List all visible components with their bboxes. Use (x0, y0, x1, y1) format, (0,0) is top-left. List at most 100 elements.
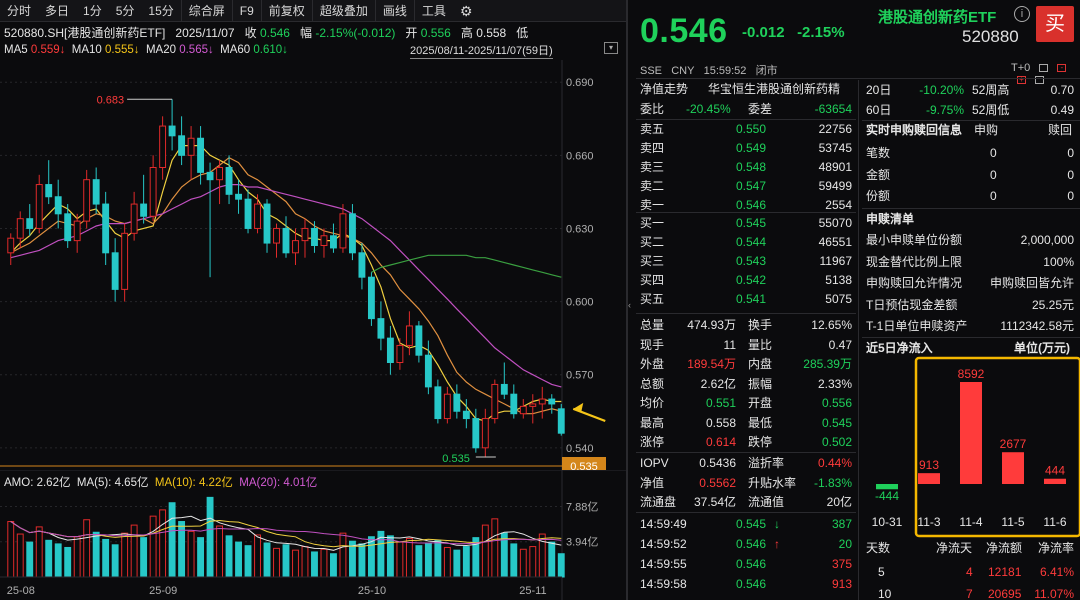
fund-full-name: 华宝恒生港股通创新药精 (708, 82, 841, 96)
info-icon[interactable]: i (1014, 6, 1030, 22)
candle-body (481, 418, 489, 449)
tick-time: 14:59:52 (640, 537, 687, 551)
bid-row: 买五 0.541 5075 (640, 289, 854, 309)
bid-label: 买五 (640, 292, 665, 306)
bid-volume: 55070 (818, 216, 852, 230)
exchange-label: SSE (640, 65, 663, 77)
redeem-value: 0 (1067, 167, 1074, 182)
stat-label: 现手 (640, 337, 665, 352)
window-icon[interactable] (1039, 64, 1049, 73)
tab-5min[interactable]: 5分 (115, 3, 135, 18)
current-price: 0.546 (640, 12, 728, 50)
candle-body (320, 235, 328, 246)
nav-tab[interactable]: 净值走势 (640, 82, 689, 96)
tick-price: 0.545 (736, 517, 767, 531)
iopv-label: 流通值 (748, 495, 785, 509)
bid-price: 0.543 (736, 254, 767, 268)
tab-multi-day[interactable]: 多日 (45, 3, 70, 18)
flow-date-label: 11-4 (959, 515, 982, 529)
overlay-button[interactable]: 超级叠加 (311, 0, 375, 22)
candle-body (491, 383, 499, 420)
flow-bar-label: -444 (875, 489, 899, 503)
collapse-icon[interactable]: ▾ (604, 42, 618, 54)
volume-bar (548, 541, 556, 578)
plus-icon[interactable]: + (1017, 76, 1026, 85)
composite-screen-button[interactable]: 综合屏 (180, 0, 232, 22)
list-row-value: 25.25元 (1031, 297, 1074, 312)
candle-body (434, 386, 442, 420)
candle-body (26, 218, 34, 229)
x-tick-label: 25-11 (519, 585, 546, 597)
flow-date-label: 11-5 (1001, 515, 1024, 529)
draw-line-button[interactable]: 画线 (374, 0, 414, 22)
panel-divider[interactable] (626, 0, 628, 600)
candle-body (206, 171, 214, 181)
stat-label: 最低 (748, 415, 773, 430)
ask-row: 卖五 0.550 22756 (640, 119, 854, 139)
ask-volume: 53745 (818, 141, 852, 155)
tab-15min[interactable]: 15分 (148, 3, 174, 18)
amo-label: AMO: (4, 477, 34, 489)
volume-bar (301, 546, 309, 578)
redeem-row: 金额 0 0 (866, 165, 1076, 185)
buy-button[interactable]: 买 (1036, 6, 1074, 42)
weibi-row: 委比 -20.45% 委差 -63654 (640, 99, 854, 119)
iopv-label: 溢折率 (748, 456, 785, 470)
high-value: 0.558 (476, 26, 507, 40)
redeem-label: 赎回 (1048, 123, 1073, 137)
volume-bar (16, 533, 24, 578)
candle-body (130, 203, 138, 234)
y-tick-label: 0.690 (566, 77, 594, 89)
tab-intraday[interactable]: 分时 (7, 3, 32, 18)
ask-label: 卖一 (640, 198, 665, 212)
bid-label: 买四 (640, 273, 665, 287)
volume-chart[interactable]: 7.88亿 3.94亿 25-08 25-09 25-10 25-11 (0, 470, 626, 600)
low-label: 低 (516, 26, 529, 40)
y-tick-label: 0.630 (566, 223, 594, 235)
t0-text: T+0 (1011, 62, 1031, 74)
ask-price: 0.546 (736, 198, 767, 212)
stat-label: 振幅 (748, 376, 773, 391)
grid-icon[interactable] (1035, 76, 1045, 85)
tick-time: 14:59:58 (640, 577, 687, 591)
candle-body (510, 393, 518, 415)
list-row-value: 100% (1043, 254, 1074, 269)
net-inflow-chart[interactable]: -444 10-31 913 11-3 8592 11-4 2677 11-5 444 11-6 (862, 356, 1080, 538)
arrow-head-icon (573, 402, 584, 412)
tick-volume: 20 (838, 537, 852, 551)
perf-value: -10.20% (919, 83, 964, 97)
current-price-tag-label: 0.535 (570, 461, 598, 470)
volume-bar (216, 525, 224, 578)
ask-volume: 2554 (825, 198, 852, 212)
flow-col-rate: 净流率 (1037, 541, 1074, 555)
weibi-label: 委比 (640, 102, 665, 116)
tools-button[interactable]: 工具 (413, 0, 453, 22)
settings-icon[interactable]: ⚙ (459, 2, 473, 19)
volume-bar (320, 548, 328, 578)
adjust-button[interactable]: 前复权 (260, 0, 312, 22)
flow-bar-label: 2677 (1000, 437, 1027, 451)
vol-ma5-value: 4.65亿 (114, 477, 149, 489)
ma-legend: MA5 0.559↓ MA10 0.555↓ MA20 0.565↓ MA60 … (4, 44, 288, 56)
stat-value: 189.54万 (687, 357, 736, 371)
flow-col-amount: 净流额 (986, 541, 1023, 555)
amp-label: 幅 (300, 26, 313, 40)
volume-bar (92, 531, 100, 578)
volume-bar (121, 532, 129, 578)
candle-body (16, 218, 24, 239)
iopv-value: 0.44% (817, 456, 852, 470)
candle-body (453, 393, 461, 412)
tick-time: 14:59:55 (640, 557, 687, 571)
f9-button[interactable]: F9 (231, 0, 261, 22)
stat-value: 0.558 (705, 415, 736, 430)
market-subline: SSE CNY 15:59:52 闭市 (640, 62, 778, 78)
minus-icon[interactable]: - (1057, 64, 1067, 73)
kline-chart[interactable]: 0.690 0.660 0.630 0.600 0.570 0.540 0.683 0.535… (0, 60, 626, 470)
candle-body (244, 198, 252, 229)
perf-label: 20日 (866, 83, 892, 97)
ask-row: 卖三 0.548 48901 (640, 157, 854, 177)
list-row-label: T日预估现金差额 (866, 297, 958, 312)
tab-1min[interactable]: 1分 (83, 3, 102, 18)
date-range-label[interactable]: 2025/08/11-2025/11/07(59日) (410, 42, 553, 59)
collapse-arrow-icon[interactable]: ‹ (628, 300, 631, 310)
